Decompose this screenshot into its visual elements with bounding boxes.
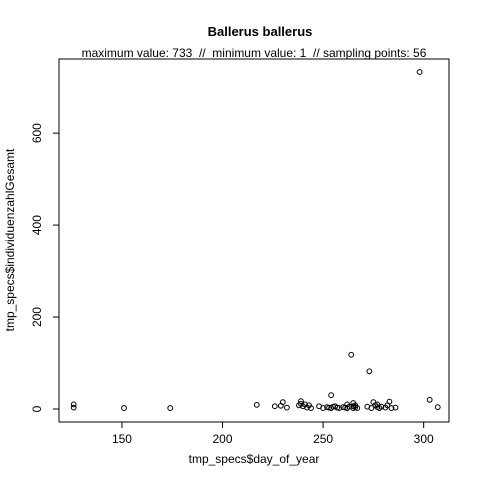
y-axis: 0 200 400 600 — [30, 123, 60, 412]
data-point — [167, 405, 174, 411]
data-point — [388, 405, 395, 411]
data-point — [328, 392, 335, 399]
y-tick-label: 200 — [30, 307, 44, 327]
data-point — [320, 405, 326, 411]
data-point — [336, 405, 343, 411]
y-tick-label: 400 — [30, 215, 44, 235]
y-axis-label: tmp_specs$individuenzahlGesamt — [3, 148, 17, 331]
x-tick-label: 200 — [213, 432, 233, 446]
data-point — [348, 351, 355, 358]
chart-subtitle: maximum value: 733 // minimum value: 1 /… — [82, 46, 427, 60]
data-point — [366, 368, 373, 375]
data-point — [386, 398, 393, 405]
x-tick-label: 250 — [313, 432, 333, 446]
y-tick-label: 0 — [30, 405, 44, 412]
data-point — [426, 396, 433, 403]
data-point — [70, 401, 77, 408]
plot-area-frame — [58, 58, 450, 423]
data-point — [121, 405, 127, 411]
data-point — [416, 69, 423, 75]
x-tick-label: 300 — [414, 432, 434, 446]
x-tick-label: 150 — [112, 432, 132, 446]
x-axis: 150 200 250 300 — [112, 421, 434, 446]
data-point — [298, 398, 304, 405]
data-point — [253, 401, 260, 408]
data-point — [279, 399, 286, 405]
data-point — [308, 405, 314, 411]
data-point — [271, 403, 278, 410]
data-point — [378, 403, 385, 410]
x-axis-label: tmp_specs$day_of_year — [189, 452, 320, 466]
data-point — [392, 404, 399, 411]
y-tick-label: 600 — [30, 123, 44, 143]
data-point — [354, 405, 361, 411]
data-points — [70, 69, 441, 411]
data-point — [283, 404, 290, 411]
data-point — [70, 404, 77, 411]
chart-title: Ballerus ballerus — [208, 24, 313, 39]
data-point — [434, 404, 441, 411]
data-point — [368, 405, 375, 411]
